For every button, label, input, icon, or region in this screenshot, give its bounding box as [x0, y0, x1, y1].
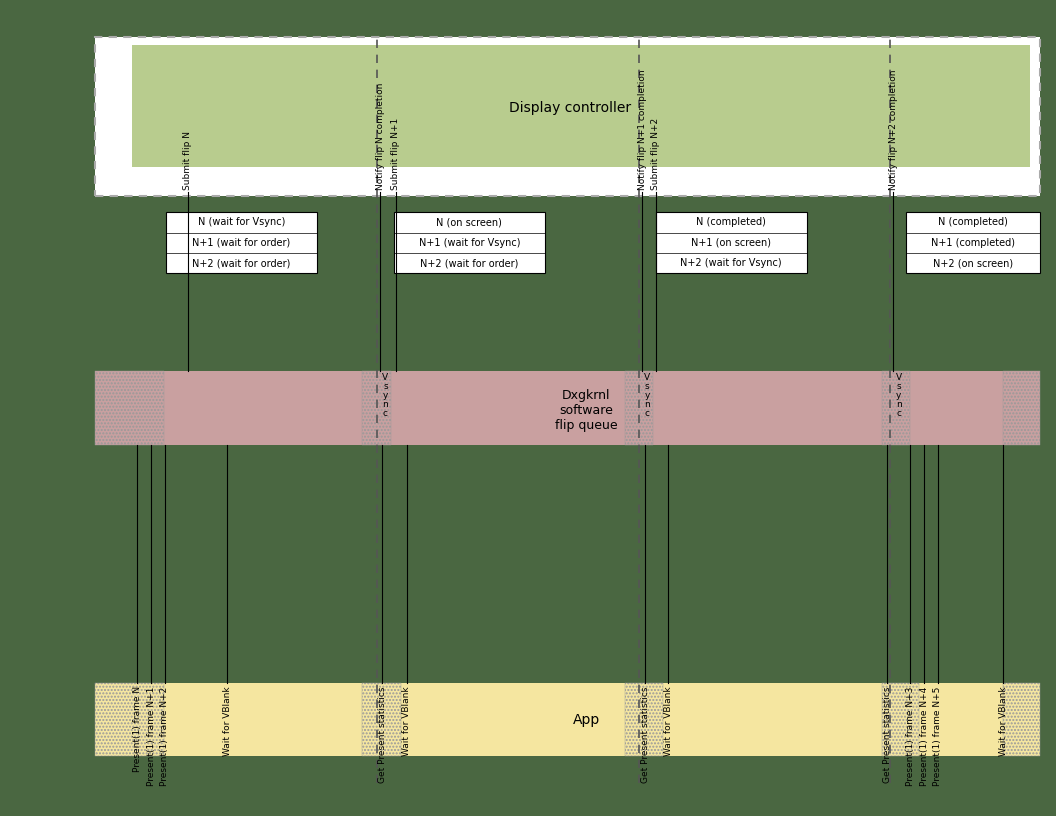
Text: N+1 (completed): N+1 (completed) [931, 237, 1015, 248]
Text: Notify flip N+2 completion: Notify flip N+2 completion [889, 69, 898, 190]
Bar [882, 683, 919, 756]
Text: Get Present statistics: Get Present statistics [883, 686, 891, 783]
Bar [166, 212, 317, 273]
Text: Get Present statistics: Get Present statistics [641, 686, 649, 783]
Bar [95, 371, 1035, 445]
Bar [362, 683, 401, 756]
Text: Present(1) frame N: Present(1) frame N [133, 686, 142, 773]
Text: N+2 (on screen): N+2 (on screen) [934, 258, 1013, 268]
Text: Wait for VBlank: Wait for VBlank [999, 686, 1007, 756]
Text: Get Present statistics: Get Present statistics [378, 686, 386, 783]
Text: Submit flip N+1: Submit flip N+1 [392, 118, 400, 190]
Text: Present(1) frame N+1: Present(1) frame N+1 [147, 686, 155, 786]
Text: Present(1) frame N+2: Present(1) frame N+2 [161, 686, 169, 786]
Text: N (completed): N (completed) [938, 217, 1008, 228]
Text: Present(1) frame N+4: Present(1) frame N+4 [920, 686, 928, 786]
Text: Wait for VBlank: Wait for VBlank [223, 686, 231, 756]
Text: Notify flip N completion: Notify flip N completion [376, 82, 384, 190]
Bar [95, 683, 1035, 756]
Text: V
s
y
n
c: V s y n c [895, 373, 902, 418]
Text: Wait for VBlank: Wait for VBlank [664, 686, 673, 756]
Bar [1003, 683, 1040, 756]
Text: Present(1) frame N+5: Present(1) frame N+5 [934, 686, 942, 786]
Text: App: App [572, 712, 600, 727]
Bar [394, 212, 545, 273]
Text: Present(1) frame N+3: Present(1) frame N+3 [906, 686, 914, 786]
Text: Submit flip N+2: Submit flip N+2 [652, 118, 660, 190]
Text: N+1 (wait for order): N+1 (wait for order) [192, 237, 290, 248]
Text: N+2 (wait for order): N+2 (wait for order) [420, 258, 518, 268]
Bar [362, 371, 391, 445]
Bar [625, 683, 663, 756]
Text: N+2 (wait for Vsync): N+2 (wait for Vsync) [680, 258, 782, 268]
Text: Display controller: Display controller [509, 100, 631, 115]
Bar [625, 371, 653, 445]
Bar [95, 371, 164, 445]
Bar [882, 371, 910, 445]
Text: N+1 (wait for Vsync): N+1 (wait for Vsync) [418, 237, 521, 248]
Bar [906, 212, 1040, 273]
Text: N (wait for Vsync): N (wait for Vsync) [197, 217, 285, 228]
FancyBboxPatch shape [95, 37, 1040, 196]
Text: Dxgkrnl
software
flip queue: Dxgkrnl software flip queue [554, 389, 618, 432]
Bar [1003, 371, 1040, 445]
Text: N+1 (on screen): N+1 (on screen) [692, 237, 771, 248]
Text: N (on screen): N (on screen) [436, 217, 503, 228]
Bar [656, 212, 807, 273]
Text: V
s
y
n
c: V s y n c [382, 373, 389, 418]
Text: V
s
y
n
c: V s y n c [644, 373, 650, 418]
Text: N (completed): N (completed) [696, 217, 767, 228]
Text: Wait for VBlank: Wait for VBlank [402, 686, 411, 756]
Bar [132, 45, 1030, 167]
Bar [95, 683, 164, 756]
Text: Notify flip N+1 completion: Notify flip N+1 completion [638, 69, 646, 190]
Text: N+2 (wait for order): N+2 (wait for order) [192, 258, 290, 268]
Text: Submit flip N: Submit flip N [184, 131, 192, 190]
